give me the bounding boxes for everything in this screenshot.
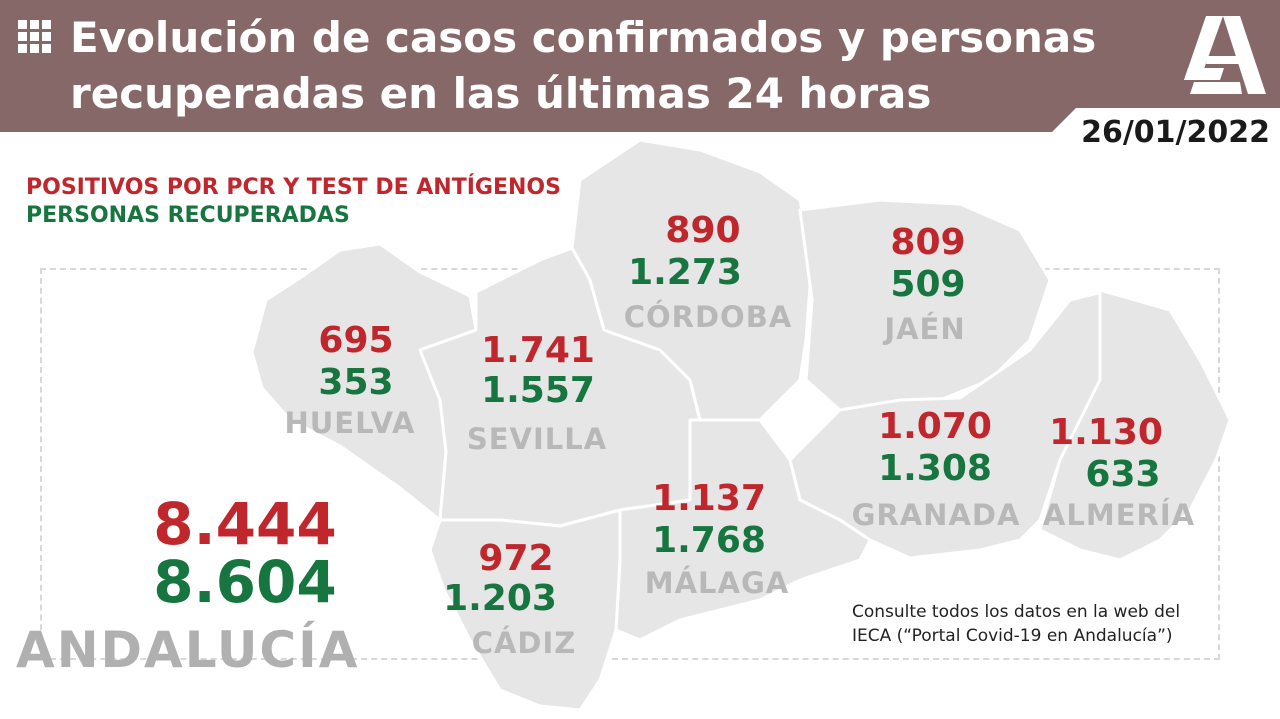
cordoba-positives: 890: [665, 210, 741, 251]
report-date: 26/01/2022: [1081, 115, 1270, 150]
malaga-recovered: 1.768: [652, 520, 766, 561]
granada-recovered: 1.308: [878, 448, 992, 489]
jaen-positives: 809: [890, 222, 966, 263]
title-line-1: Evolución de casos confirmados y persona…: [70, 13, 1097, 62]
almeria-recovered: 633: [1085, 454, 1161, 495]
jaen-recovered: 509: [890, 264, 966, 305]
cordoba-label: CÓRDOBA: [623, 300, 793, 334]
almeria-label: ALMERÍA: [1042, 498, 1196, 532]
granada-positives: 1.070: [878, 406, 992, 447]
andalucia-label: ANDALUCÍA: [16, 621, 360, 679]
cadiz-recovered: 1.203: [443, 578, 557, 619]
sevilla-recovered: 1.557: [481, 370, 595, 411]
malaga-label: MÁLAGA: [644, 566, 790, 600]
malaga-positives: 1.137: [652, 478, 766, 519]
jaen-label: JAÉN: [884, 312, 966, 346]
sevilla-positives: 1.741: [481, 330, 595, 371]
junta-andalucia-logo-icon: [1184, 16, 1266, 94]
cordoba-region: [570, 138, 814, 422]
total-positives: 8.444: [153, 490, 337, 558]
legend-positives: POSITIVOS POR PCR Y TEST DE ANTÍGENOS: [26, 175, 561, 200]
legend: POSITIVOS POR PCR Y TEST DE ANTÍGENOS PE…: [26, 174, 561, 230]
source-note-line-1: Consulte todos los datos en la web del: [852, 602, 1181, 622]
almeria-region: [1038, 288, 1232, 562]
grid-icon: [18, 20, 52, 54]
cadiz-positives: 972: [478, 538, 554, 579]
date-tab: [1052, 108, 1280, 158]
huelva-label: HUELVA: [284, 406, 416, 440]
header-banner: Evolución de casos confirmados y persona…: [0, 0, 1280, 132]
source-note-line-2: IECA (“Portal Covid-19 en Andalucía”): [852, 626, 1173, 646]
almeria-positives: 1.130: [1049, 412, 1163, 453]
title-line-2: recuperadas en las últimas 24 horas: [70, 69, 932, 118]
granada-label: GRANADA: [851, 498, 1021, 532]
source-note: Consulte todos los datos en la web del I…: [852, 600, 1180, 648]
total-recovered: 8.604: [153, 548, 337, 616]
page-title: Evolución de casos confirmados y persona…: [70, 10, 1150, 122]
huelva-recovered: 353: [318, 362, 394, 403]
cadiz-label: CÁDIZ: [471, 626, 577, 660]
huelva-positives: 695: [318, 320, 394, 361]
sevilla-label: SEVILLA: [466, 422, 608, 456]
cadiz-region: [428, 508, 622, 712]
cordoba-recovered: 1.273: [628, 252, 742, 293]
legend-recovered: PERSONAS RECUPERADAS: [26, 203, 350, 228]
